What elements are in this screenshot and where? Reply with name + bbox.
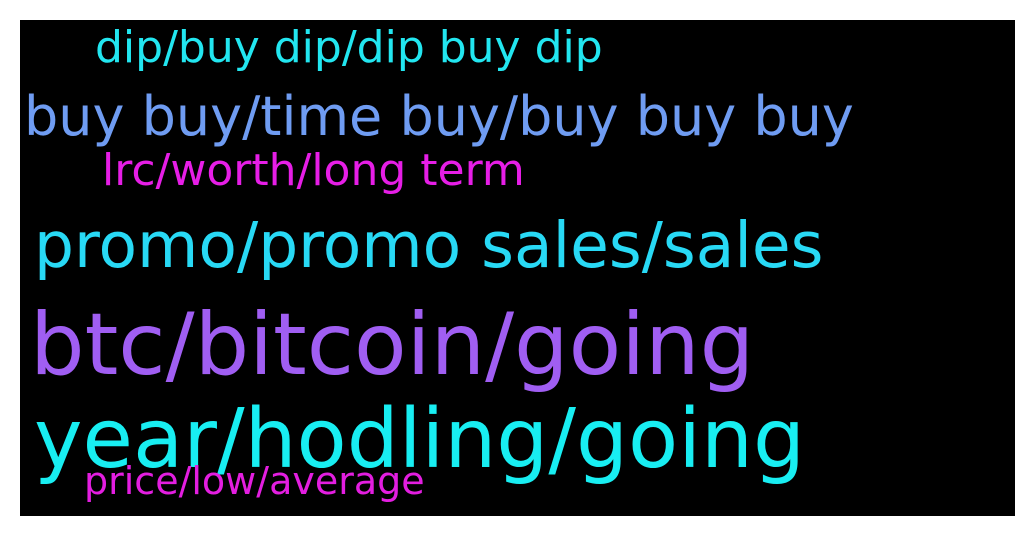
word-price-low: price/low/average xyxy=(84,459,425,503)
word-dip-buy: dip/buy dip/dip buy dip xyxy=(95,22,603,73)
word-buy-time: buy buy/time buy/buy buy buy xyxy=(24,85,854,148)
word-year-hodling: year/hodling/going xyxy=(34,392,805,487)
word-btc-bitcoin: btc/bitcoin/going xyxy=(30,295,755,395)
word-cloud-canvas: dip/buy dip/dip buy dip buy buy/time buy… xyxy=(20,20,1015,516)
word-lrc-worth: lrc/worth/long term xyxy=(102,145,525,196)
word-promo-sales: promo/promo sales/sales xyxy=(34,209,824,282)
